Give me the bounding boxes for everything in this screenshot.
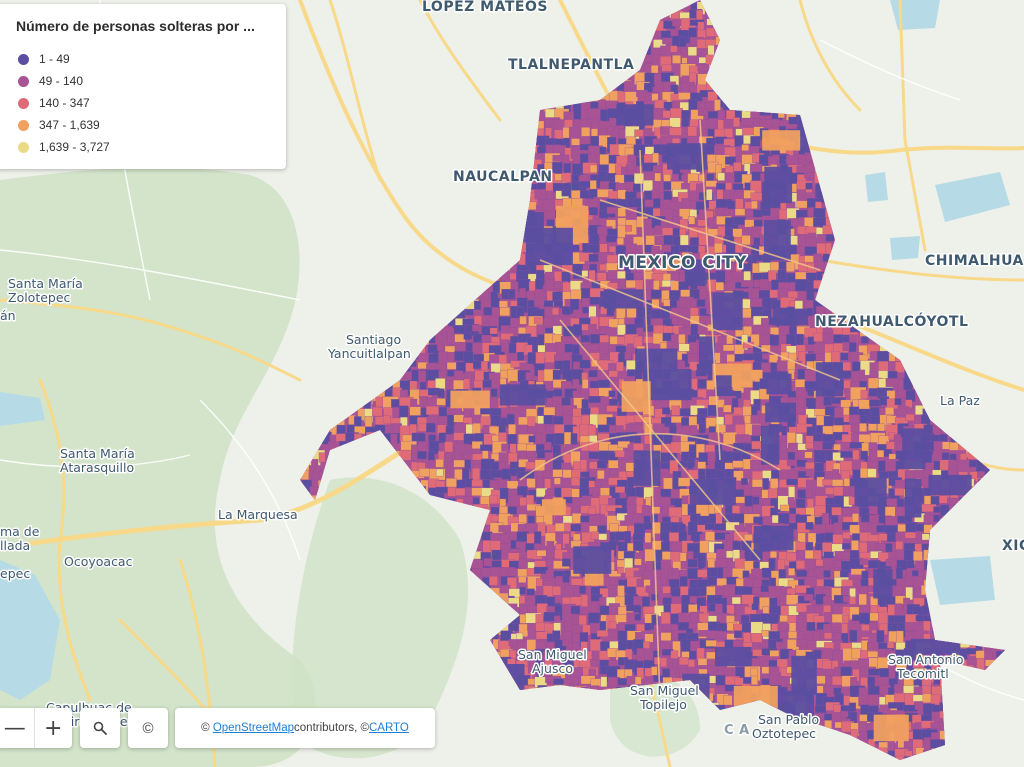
zoom-in-button[interactable]: + xyxy=(33,708,73,748)
search-button[interactable] xyxy=(80,708,120,748)
label-ca-fragment: C A xyxy=(724,723,750,738)
label-san-antonio-2: Tecomitl xyxy=(896,666,949,681)
zoom-controls: — + xyxy=(0,708,72,748)
label-ma-de: ma de xyxy=(0,524,40,539)
label-san-antonio-1: San Antonio xyxy=(888,652,964,667)
label-santa-maria-atarasquillo-1: Santa María xyxy=(60,446,135,461)
legend-label: 1,639 - 3,727 xyxy=(39,140,110,154)
map-attribution: © OpenStreetMap contributors, © CARTO xyxy=(175,708,435,748)
water-bodies xyxy=(0,0,1010,700)
label-san-miguel-topilejo-1: San Miguel xyxy=(630,683,699,698)
label-san-miguel-ajusco-1: San Miguel xyxy=(518,647,587,662)
label-ocoyoacac: Ocoyoacac xyxy=(64,554,133,569)
legend-item: 140 - 347 xyxy=(18,92,272,114)
label-la-paz: La Paz xyxy=(940,393,980,408)
legend-item: 1,639 - 3,727 xyxy=(18,136,272,158)
label-mexico-city: MEXICO CITY xyxy=(618,253,747,273)
label-san-pablo-1: San Pablo xyxy=(758,712,819,727)
label-lopez-mateos: LÓPEZ MATEOS xyxy=(422,0,548,15)
legend-label: 347 - 1,639 xyxy=(39,118,100,132)
legend-label: 1 - 49 xyxy=(39,52,70,66)
attribution-middle: contributors, © xyxy=(294,722,369,734)
label-naucalpan: NAUCALPAN xyxy=(453,169,553,185)
legend-swatch xyxy=(18,119,29,131)
label-nezahualcoyotl: NEZAHUALCÓYOTL xyxy=(815,312,968,330)
label-san-miguel-ajusco-2: Ajusco xyxy=(532,661,573,676)
openstreetmap-link[interactable]: OpenStreetMap xyxy=(212,722,295,734)
label-san-miguel-topilejo-2: Topilejo xyxy=(639,697,687,712)
legend-item: 347 - 1,639 xyxy=(18,114,272,136)
legend-item: 49 - 140 xyxy=(18,70,272,92)
label-santa-maria-atarasquillo-2: Atarasquillo xyxy=(60,460,134,475)
label-chimalhua: CHIMALHUA xyxy=(925,253,1024,269)
legend-item: 1 - 49 xyxy=(18,48,272,70)
label-la-marquesa: La Marquesa xyxy=(218,507,298,522)
legend-swatch xyxy=(18,97,29,109)
legend-title: Número de personas solteras por ... xyxy=(16,18,255,34)
legend-swatch xyxy=(18,75,29,87)
magnifier-icon xyxy=(93,721,107,735)
label-santiago-1: Santiago xyxy=(346,332,401,347)
label-santa-maria-zolotepec-2: Zolotepec xyxy=(8,290,71,305)
legend-swatch xyxy=(18,53,29,65)
zoom-out-button[interactable]: — xyxy=(3,715,26,741)
forest-areas xyxy=(0,18,700,767)
label-santiago-2: Yancuitlalpan xyxy=(327,346,411,361)
legend-swatch xyxy=(18,141,29,153)
label-santa-maria-zolotepec-1: Santa María xyxy=(8,276,83,291)
city-roads xyxy=(519,119,841,701)
carto-link[interactable]: CARTO xyxy=(368,722,409,734)
legend-label: 49 - 140 xyxy=(39,74,84,88)
attribution-toggle-button[interactable]: © xyxy=(128,708,168,748)
attribution-prefix: © xyxy=(201,722,210,734)
legend-label: 140 - 347 xyxy=(39,96,90,110)
legend-panel: Número de personas solteras por ... 1 - … xyxy=(0,4,286,169)
label-tlalnepantla: TLALNEPANTLA xyxy=(508,57,634,73)
label-an-fragment: án xyxy=(0,308,16,323)
label-san-pablo-2: Oztotepec xyxy=(752,726,816,741)
label-xic: XIC xyxy=(1002,538,1024,554)
label-llada: llada xyxy=(0,538,30,553)
label-epec: epec xyxy=(0,566,30,581)
